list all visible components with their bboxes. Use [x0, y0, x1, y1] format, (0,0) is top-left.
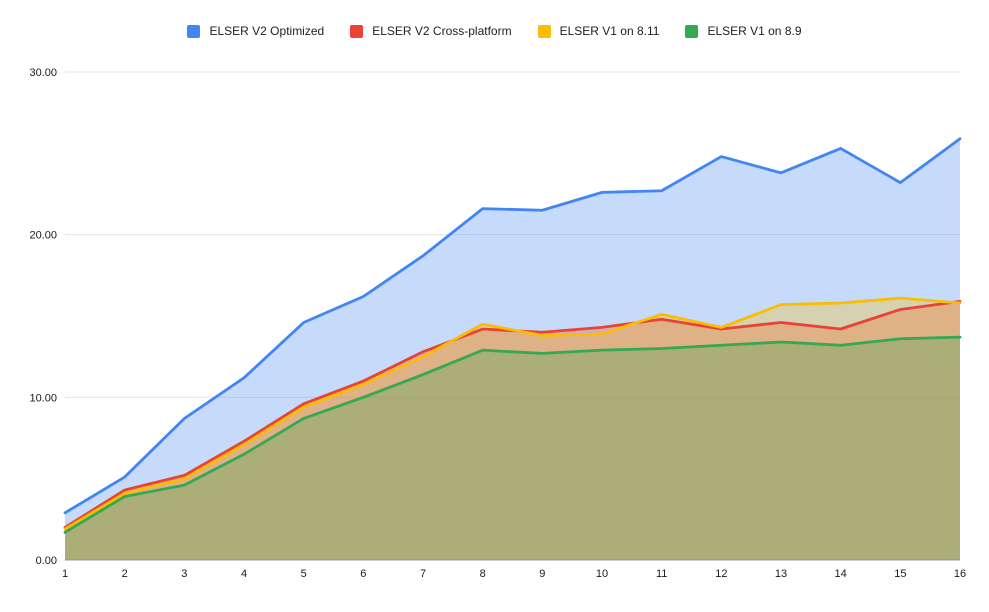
- x-tick-label: 3: [181, 568, 187, 580]
- series-line-0: [63, 137, 962, 515]
- chart-legend: ELSER V2 Optimized ELSER V2 Cross-platfor…: [0, 22, 989, 40]
- area-fill-1: [65, 301, 960, 560]
- x-tick-label: 15: [894, 568, 906, 580]
- legend-swatch-icon: [685, 24, 699, 38]
- legend-swatch-icon: [350, 24, 364, 38]
- series-line-2: [63, 296, 962, 531]
- legend-label: ELSER V1 on 8.9: [707, 23, 802, 38]
- x-tick-label: 11: [656, 568, 667, 580]
- y-tick-label: 20.00: [29, 230, 57, 242]
- area-fill-3: [65, 337, 960, 560]
- x-tick-label: 13: [775, 568, 787, 580]
- area-fill-0: [65, 138, 960, 560]
- area-fill-2: [65, 298, 960, 560]
- legend-item-0[interactable]: ELSER V2 Optimized: [187, 23, 325, 38]
- x-tick-label: 6: [360, 568, 366, 580]
- y-tick-label: 10.00: [29, 392, 57, 404]
- legend-swatch-icon: [537, 24, 551, 38]
- series-line-3: [63, 335, 962, 534]
- x-tick-label: 2: [122, 568, 128, 580]
- x-tick-label: 16: [954, 568, 966, 580]
- x-tick-label: 7: [420, 568, 426, 580]
- y-tick-label: 0.00: [36, 555, 57, 567]
- legend-item-2[interactable]: ELSER V1 on 8.11: [537, 23, 660, 38]
- legend-label: ELSER V2 Optimized: [209, 23, 325, 38]
- legend-label: ELSER V2 Cross-platform: [372, 23, 512, 38]
- x-tick-label: 12: [715, 568, 727, 580]
- x-tick-label: 14: [835, 568, 847, 580]
- x-tick-label: 1: [62, 568, 68, 580]
- legend-swatch-icon: [187, 24, 201, 38]
- x-tick-label: 8: [480, 568, 486, 580]
- x-tick-label: 10: [596, 568, 608, 580]
- legend-item-3[interactable]: ELSER V1 on 8.9: [685, 23, 802, 38]
- x-tick-label: 5: [301, 568, 307, 580]
- y-tick-label: 30.00: [29, 67, 57, 79]
- x-tick-label: 9: [539, 568, 545, 580]
- legend-label: ELSER V1 on 8.11: [559, 23, 660, 38]
- x-tick-label: 4: [241, 568, 247, 580]
- legend-item-1[interactable]: ELSER V2 Cross-platform: [350, 23, 512, 38]
